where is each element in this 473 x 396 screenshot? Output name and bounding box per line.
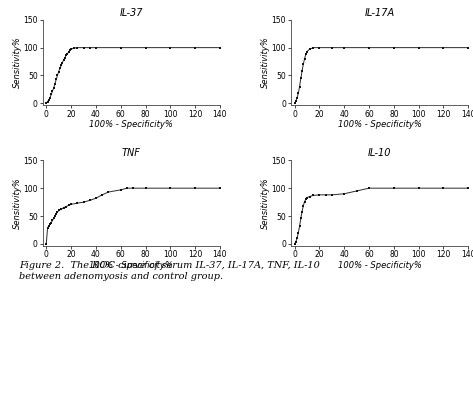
Title: IL-17A: IL-17A bbox=[365, 8, 394, 18]
Title: IL-37: IL-37 bbox=[120, 8, 143, 18]
Y-axis label: Sensitivity%: Sensitivity% bbox=[261, 36, 270, 88]
X-axis label: 100% - Specificity%: 100% - Specificity% bbox=[89, 120, 173, 129]
Y-axis label: Sensitivity%: Sensitivity% bbox=[261, 177, 270, 229]
X-axis label: 100% - Specificity%: 100% - Specificity% bbox=[89, 261, 173, 270]
X-axis label: 100% - Specificity%: 100% - Specificity% bbox=[338, 261, 421, 270]
Title: TNF: TNF bbox=[122, 148, 140, 158]
Y-axis label: Sensitivity%: Sensitivity% bbox=[13, 36, 22, 88]
Text: Figure 2.  The ROC curve of serum IL-37, IL-17A, TNF, IL-10
between adenomyosis : Figure 2. The ROC curve of serum IL-37, … bbox=[19, 261, 320, 281]
Y-axis label: Sensitivity%: Sensitivity% bbox=[13, 177, 22, 229]
Title: IL-10: IL-10 bbox=[368, 148, 391, 158]
X-axis label: 100% - Specificity%: 100% - Specificity% bbox=[338, 120, 421, 129]
